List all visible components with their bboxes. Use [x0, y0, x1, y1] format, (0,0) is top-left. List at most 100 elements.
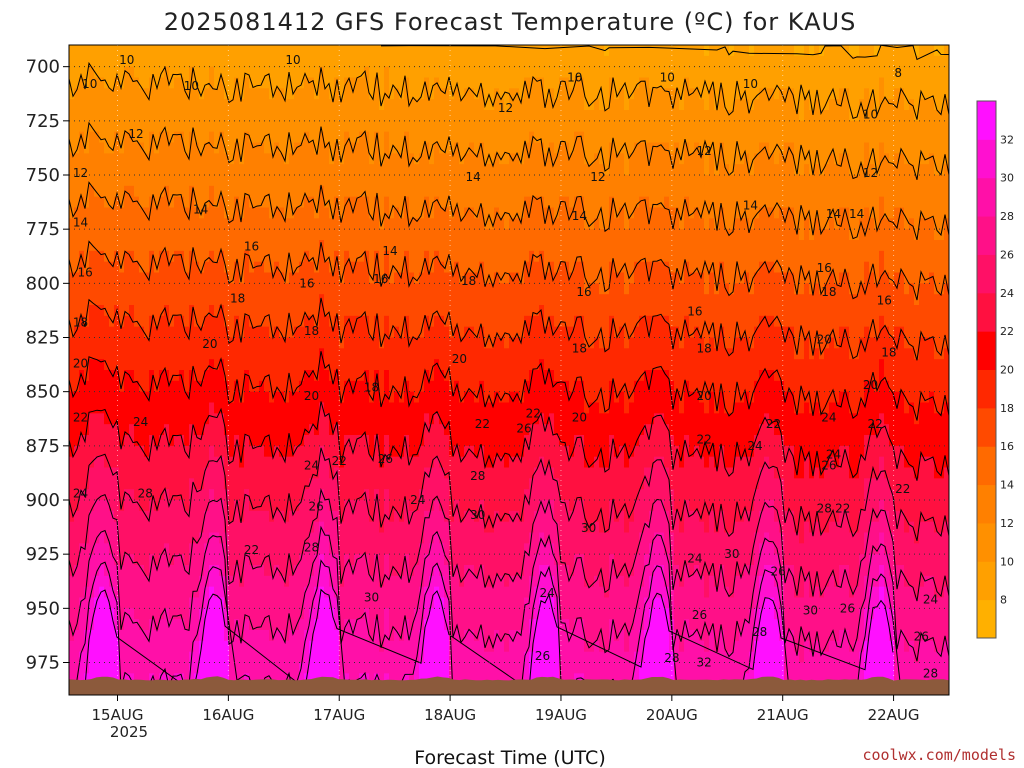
temperature-cell [259, 164, 265, 176]
temperature-cell [374, 391, 380, 404]
temperature-cell [414, 88, 420, 100]
temperature-cell [279, 110, 285, 122]
temperature-cell [339, 651, 345, 664]
temperature-cell [199, 250, 205, 263]
temperature-cell [144, 305, 150, 317]
temperature-cell [279, 272, 285, 284]
temperature-cell [379, 478, 385, 490]
temperature-cell [89, 413, 95, 425]
temperature-cell [349, 640, 355, 653]
temperature-cell [434, 467, 440, 479]
temperature-cell [74, 554, 80, 566]
temperature-cell [239, 543, 245, 555]
temperature-cell [304, 305, 310, 317]
temperature-cell [274, 554, 280, 566]
temperature-cell [124, 575, 130, 588]
temperature-cell [184, 294, 190, 306]
temperature-cell [379, 45, 385, 57]
temperature-cell [144, 196, 150, 209]
temperature-cell [94, 88, 100, 100]
temperature-cell [169, 532, 175, 544]
temperature-cell [419, 391, 425, 404]
temperature-cell [104, 619, 110, 631]
temperature-cell [69, 283, 75, 295]
temperature-cell [154, 294, 160, 306]
temperature-cell [154, 337, 160, 349]
temperature-cell [414, 110, 420, 122]
temperature-cell [204, 305, 210, 317]
temperature-cell [159, 142, 165, 154]
temperature-cell [79, 467, 85, 479]
temperature-cell [324, 391, 330, 404]
temperature-cell [139, 445, 145, 458]
temperature-cell [459, 597, 465, 609]
temperature-cell [259, 196, 265, 209]
temperature-cell [344, 391, 350, 404]
temperature-cell [144, 380, 150, 393]
temperature-cell [424, 218, 430, 230]
temperature-cell [199, 532, 205, 544]
temperature-cell [219, 348, 225, 360]
temperature-cell [424, 99, 430, 111]
temperature-cell [374, 66, 380, 79]
temperature-cell [289, 110, 295, 122]
temperature-cell [129, 651, 135, 664]
temperature-cell [244, 510, 250, 523]
temperature-cell [329, 175, 335, 187]
temperature-cell [349, 543, 355, 555]
temperature-cell [369, 521, 375, 534]
temperature-cell [164, 88, 170, 100]
temperature-cell [349, 662, 355, 674]
temperature-cell [394, 218, 400, 230]
temperature-cell [139, 45, 145, 57]
temperature-cell [424, 294, 430, 306]
temperature-cell [399, 175, 405, 187]
temperature-cell [269, 337, 275, 349]
temperature-cell [119, 348, 125, 360]
temperature-cell [384, 435, 390, 447]
temperature-cell [384, 272, 390, 284]
temperature-cell [334, 510, 340, 523]
temperature-cell [204, 456, 210, 469]
temperature-cell [154, 240, 160, 252]
temperature-cell [304, 164, 310, 176]
temperature-cell [259, 608, 265, 620]
temperature-cell [254, 272, 260, 284]
temperature-cell [444, 521, 450, 534]
temperature-cell [459, 142, 465, 154]
temperature-cell [224, 608, 230, 620]
temperature-cell [399, 370, 405, 382]
temperature-cell [404, 185, 410, 198]
temperature-cell [249, 66, 255, 79]
temperature-cell [254, 305, 260, 317]
temperature-cell [194, 554, 200, 566]
temperature-cell [289, 348, 295, 360]
temperature-cell [429, 370, 435, 382]
temperature-cell [289, 489, 295, 501]
temperature-cell [209, 175, 215, 187]
temperature-cell [309, 370, 315, 382]
temperature-cell [144, 445, 150, 458]
temperature-cell [89, 153, 95, 165]
temperature-cell [99, 315, 105, 328]
temperature-cell [264, 424, 270, 436]
temperature-cell [269, 99, 275, 111]
temperature-cell [409, 131, 415, 144]
temperature-cell [169, 424, 175, 436]
temperature-cell [299, 445, 305, 458]
temperature-cell [144, 467, 150, 479]
temperature-cell [84, 640, 90, 653]
temperature-cell [439, 662, 445, 674]
temperature-cell [244, 435, 250, 447]
temperature-cell [204, 554, 210, 566]
temperature-cell [464, 131, 470, 144]
temperature-cell [434, 597, 440, 609]
temperature-cell [374, 305, 380, 317]
temperature-cell [269, 272, 275, 284]
temperature-cell [359, 500, 365, 512]
temperature-cell [319, 77, 325, 89]
temperature-cell [99, 348, 105, 360]
temperature-cell [354, 88, 360, 100]
temperature-cell [349, 532, 355, 544]
temperature-cell [459, 240, 465, 252]
